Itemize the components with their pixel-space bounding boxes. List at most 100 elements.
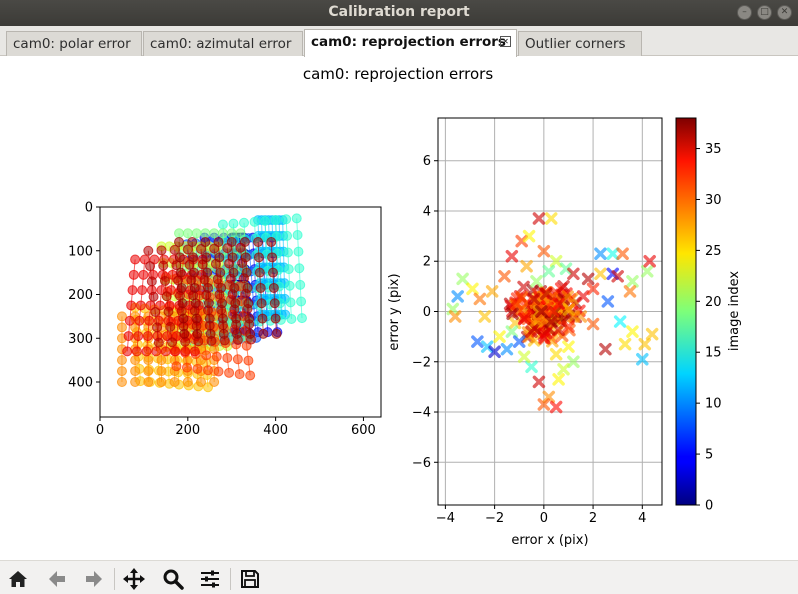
minimize-button[interactable]: – — [737, 5, 752, 20]
corner-point — [156, 366, 167, 377]
corner-point — [249, 216, 260, 227]
corner-point — [224, 367, 235, 378]
save-button[interactable] — [237, 566, 263, 592]
error-point — [488, 345, 501, 358]
corner-point — [216, 282, 227, 293]
home-button[interactable] — [5, 566, 31, 592]
colorbar-tick-label: 20 — [705, 295, 722, 310]
colorbar: 0 5 10 15 20 25 30 35 image index — [675, 117, 742, 514]
corner-point — [254, 267, 265, 278]
error-point — [510, 297, 524, 311]
corner-point — [201, 252, 212, 263]
corner-point — [116, 366, 127, 377]
close-icon: ✕ — [780, 7, 789, 17]
tab-azimutal-error[interactable]: cam0: azimutal error — [143, 31, 303, 56]
corner-point — [124, 315, 135, 326]
y-tick-label: 400 — [68, 376, 93, 391]
corner-point — [189, 346, 200, 357]
corner-point — [130, 355, 141, 366]
corner-point — [293, 246, 304, 257]
corner-point — [243, 298, 254, 309]
x-tick-label: 600 — [351, 423, 376, 438]
error-point — [506, 307, 519, 320]
corner-point — [234, 369, 245, 380]
corner-point — [284, 280, 295, 291]
maximize-button[interactable]: □ — [757, 5, 772, 20]
corner-point — [143, 355, 154, 366]
error-point — [535, 305, 548, 318]
tab-reprojection-errors[interactable]: cam0: reprojection errors ✕ — [304, 29, 517, 57]
error-point — [618, 337, 632, 351]
toolbar-separator — [230, 568, 231, 590]
error-point — [478, 310, 492, 323]
corner-point — [282, 247, 293, 258]
error-point — [562, 340, 575, 353]
corner-point — [227, 252, 238, 263]
tab-close-icon[interactable]: ✕ — [500, 36, 511, 47]
figure-suptitle: cam0: reprojection errors — [303, 65, 493, 83]
x-tick-label: 0 — [540, 511, 548, 526]
corner-point — [135, 300, 146, 311]
corner-point — [202, 267, 213, 278]
error-point — [594, 247, 607, 260]
corner-point — [131, 346, 142, 357]
corner-point — [153, 337, 164, 348]
corner-point — [167, 337, 178, 348]
colorbar-tick-label: 15 — [705, 346, 722, 361]
corner-point — [240, 252, 251, 263]
corner-point — [192, 328, 203, 339]
error-point — [576, 290, 590, 303]
x-axis-label: error x (pix) — [511, 533, 588, 548]
corner-point — [241, 267, 252, 278]
error-point — [456, 272, 469, 286]
x-tick-label: −2 — [485, 511, 504, 526]
corner-point — [226, 228, 237, 239]
y-tick-label: 100 — [68, 244, 93, 259]
x-tick-label: 0 — [96, 423, 104, 438]
error-point — [512, 335, 526, 348]
corner-point — [182, 377, 193, 387]
corner-point — [218, 328, 229, 339]
error-point — [505, 249, 519, 263]
corner-point — [201, 350, 212, 361]
corner-point — [256, 298, 267, 309]
back-button[interactable] — [44, 566, 70, 592]
error-point — [542, 265, 556, 278]
corner-point — [267, 267, 278, 278]
corner-point — [126, 300, 137, 311]
tab-outlier-corners[interactable]: Outlier corners — [518, 31, 642, 56]
close-window-button[interactable]: ✕ — [777, 5, 792, 20]
corner-point — [145, 261, 156, 272]
pan-button[interactable] — [121, 566, 147, 592]
corner-point — [146, 276, 157, 287]
corner-point — [122, 346, 133, 357]
zoom-button[interactable] — [160, 566, 186, 592]
error-point — [638, 337, 652, 351]
error-point — [626, 275, 639, 288]
forward-button[interactable] — [81, 566, 107, 592]
corner-point — [130, 254, 141, 265]
corner-point — [291, 213, 302, 224]
error-point — [606, 247, 620, 260]
error-point — [525, 360, 538, 374]
tab-label: cam0: reprojection errors — [311, 34, 506, 50]
corner-point — [268, 282, 279, 293]
corner-point — [258, 328, 269, 339]
error-point — [549, 347, 563, 361]
corner-point — [195, 377, 206, 387]
error-point — [505, 325, 519, 338]
corner-point — [150, 307, 161, 317]
tab-polar-error[interactable]: cam0: polar error — [6, 31, 142, 56]
error-point — [508, 316, 522, 330]
colorbar-tick-label: 10 — [705, 397, 722, 412]
error-point — [640, 265, 654, 278]
error-point — [552, 373, 565, 386]
window-title: Calibration report — [328, 4, 470, 20]
corner-point — [213, 237, 224, 247]
corner-point — [215, 267, 226, 278]
error-point — [525, 325, 538, 338]
corner-point — [239, 237, 250, 247]
y-tick-label: 6 — [423, 154, 431, 169]
corner-point — [191, 313, 202, 324]
subplots-button[interactable] — [197, 566, 223, 592]
